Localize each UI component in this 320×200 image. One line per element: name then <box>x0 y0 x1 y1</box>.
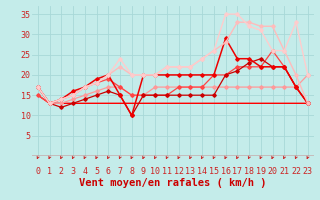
X-axis label: Vent moyen/en rafales ( km/h ): Vent moyen/en rafales ( km/h ) <box>79 178 267 188</box>
